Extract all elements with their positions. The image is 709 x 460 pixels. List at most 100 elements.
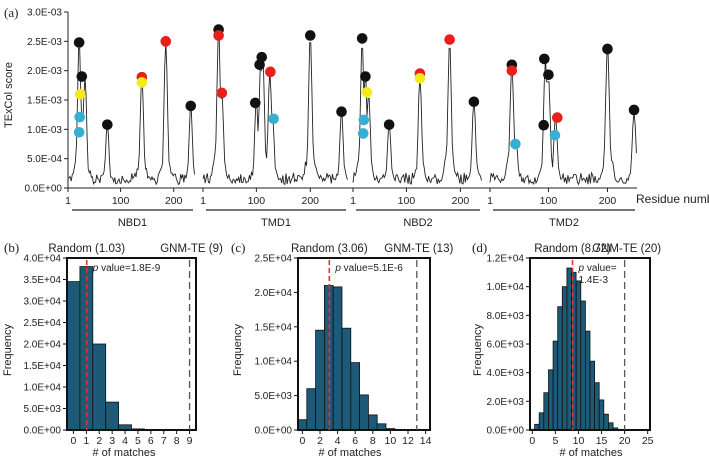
panel-b-ytick-label: 2.5E+04 [23,318,61,329]
panel-a-profile-line [67,41,195,186]
panel-b-ytick-label: 4.0E+04 [23,254,61,265]
panel-a-ytick-label: 1.0E-03 [27,125,62,136]
panel-d-bar [575,280,582,431]
panel-a-xtick-label: 1 [487,195,493,207]
panel-b-xtick-label: 9 [187,435,193,447]
panel-a: (a) TExCol score Residue number 0.0E+00 5… [3,5,709,229]
panel-a-label: (a) [4,5,18,20]
panel-c-ytick-label: 1.0E+04 [254,357,292,368]
panel-c-ytick-label: 5.0E+03 [254,391,292,402]
panel-a-marker-black [538,119,550,131]
panel-b-xtick-label: 5 [135,435,141,447]
panel-d-ytick-label: 8.0E+03 [486,311,524,322]
panel-d-ytick-label: 6.0E+03 [486,340,524,351]
panel-a-marker-red [265,66,276,78]
panel-b-gnm-label: GNM-TE (9) [160,243,223,255]
panel-c: (c) Frequency # of matches 0.0E+00 5.0E+0… [231,240,453,459]
panel-d-xlabel: # of matches [560,447,623,459]
panel-d: (d) Frequency # of matches 0.0E+00 2.0E+0… [472,240,661,459]
panel-d-bar [543,392,549,431]
panel-d-xtick-label: 20 [619,435,631,447]
panel-b-bar [92,343,107,431]
panel-a-marker-cyan [357,128,369,139]
panel-a-domain-label: TMD1 [261,217,291,229]
panel-a-marker-yellow [74,88,86,100]
panel-b-label: (b) [4,240,19,255]
panel-b-ytick-label: 0.0E+00 [23,426,61,437]
panel-c-xtick-label: 8 [370,435,376,447]
panel-d-bar [566,267,572,431]
panel-d-bar [603,413,609,431]
panel-b-ytick-label: 5.0E+03 [23,404,61,415]
panel-a-marker-black [356,33,368,44]
panel-a-marker-red [552,112,563,123]
panel-c-xlabel: # of matches [319,447,382,459]
panel-a-marker-black [336,106,347,118]
panel-a-ytick-label: 2.0E-03 [27,66,62,77]
panel-a-domain-label: NBD1 [118,217,147,229]
panel-a-marker-black [602,43,613,55]
panel-c-gnm-label: GNM-TE (13) [384,243,453,255]
panel-a-marker-yellow [361,87,373,98]
panel-b-xtick-label: 1 [83,435,89,447]
panel-c-bar [315,329,325,431]
panel-b-ytick-label: 2.0E+04 [23,340,61,351]
panel-d-bar [585,330,591,431]
panel-b-ylabel: Frequency [2,324,14,376]
panel-a-marker-black [539,53,550,65]
panel-c-bar [350,362,360,431]
panel-c-ytick-label: 2.5E+04 [254,254,292,265]
panel-a-ytick-label: 1.5E-03 [27,96,62,107]
panel-a-xtick-label: 200 [452,195,470,207]
panel-b: (b) Frequency # of matches 0.0E+00 5.0E+0… [2,240,223,459]
panel-a-ylabel: TExCol score [3,62,15,128]
panel-a-domain-label: TMD2 [549,217,579,229]
panel-a-profile-line [352,47,482,185]
panel-c-pvalue-p: p [334,263,341,274]
panel-a-marker-red [506,65,518,76]
panel-a-marker-black [543,69,554,81]
panel-a-xtick-label: 100 [112,195,130,207]
panel-d-xtick-label: 25 [642,435,654,447]
panel-b-xtick-label: 7 [161,435,167,447]
panel-d-label: (d) [472,240,487,255]
panel-c-label: (c) [231,240,245,255]
panel-d-bar [557,306,563,431]
panel-c-bar [306,388,316,431]
panel-a-marker-black [468,96,480,108]
panel-d-bar [552,340,559,431]
panel-d-bar [580,300,586,431]
panel-b-ytick-label: 3.0E+04 [23,297,61,308]
panel-c-bar [341,327,352,431]
panel-b-pvalue-text: p value=1.8E-9 [92,263,161,274]
panel-d-ytick-label: 1.0E+04 [486,282,524,293]
panel-d-xtick-label: 10 [573,435,585,447]
panel-b-xtick-label: 3 [109,435,115,447]
panel-a-marker-black [73,37,85,48]
panel-a-marker-yellow [414,72,426,84]
panel-c-xtick-label: 10 [385,435,397,447]
panel-a-xtick-label: 200 [302,195,320,207]
panel-c-bar [332,286,343,431]
panel-d-bar [561,286,568,431]
panel-d-pvalue-text: p value= [578,263,617,274]
panel-a-xlabel: Residue number [636,192,709,206]
panel-a-xtick-label: 1 [65,195,71,207]
panel-a-marker-red [216,87,228,99]
panel-a-marker-black [383,119,395,130]
panel-d-xtick-label: 15 [596,435,608,447]
panel-c-ytick-label: 1.5E+04 [254,322,292,333]
panel-d-pvalue-text: 1.4E-3 [579,275,609,286]
panel-d-bar [548,369,554,431]
panel-a-xtick-label: 100 [398,195,416,207]
panel-d-pvalue-p: p [578,263,585,274]
panel-b-bar [105,401,119,431]
panel-d-xtick-label: 0 [529,435,535,447]
panel-d-ytick-label: 0.0E+00 [486,426,524,437]
panel-b-ytick-label: 1.0E+04 [23,383,61,394]
panel-a-xtick-label: 1 [350,195,356,207]
panel-c-ytick-label: 2.0E+04 [254,288,292,299]
panel-b-xtick-label: 8 [174,435,180,447]
panel-c-xtick-label: 2 [317,435,323,447]
